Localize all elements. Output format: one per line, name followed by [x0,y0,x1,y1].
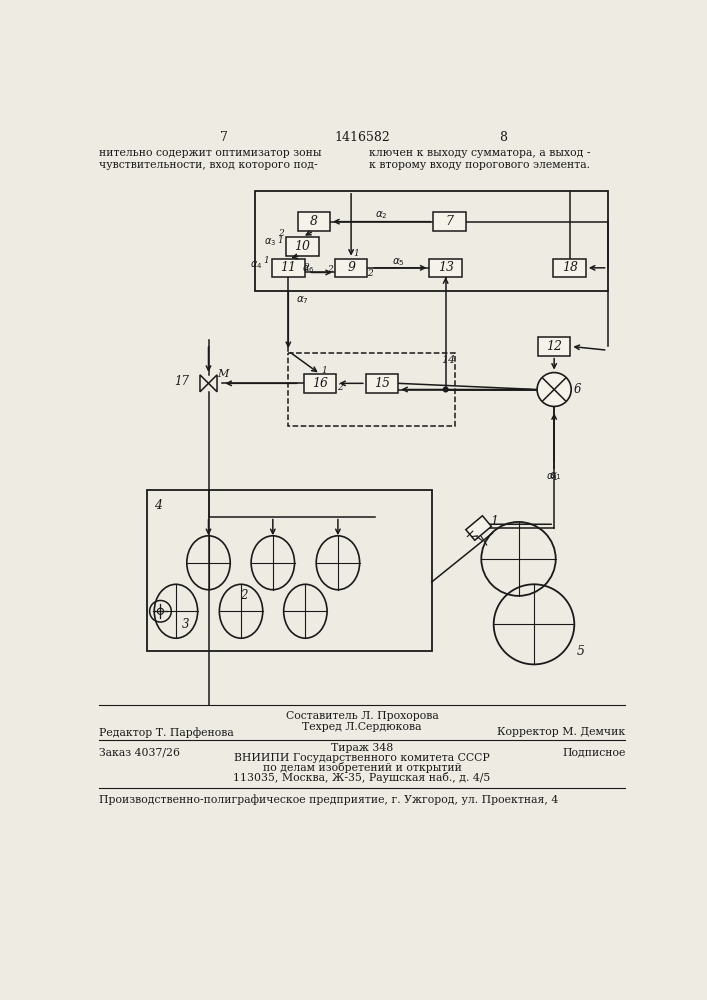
Text: 13: 13 [438,261,454,274]
Bar [298,212,330,231]
Text: 3: 3 [182,618,189,631]
Text: 1: 1 [277,236,283,245]
Text: 2: 2 [303,263,309,272]
Text: 2: 2 [327,265,333,274]
Bar [429,259,462,277]
Text: 11: 11 [280,261,296,274]
Bar [335,259,368,277]
Text: 6: 6 [573,383,581,396]
Text: $\alpha_5$: $\alpha_5$ [392,256,405,268]
Text: $\alpha_2$: $\alpha_2$ [375,209,388,221]
Circle shape [443,387,448,392]
Bar [255,191,607,291]
Text: 18: 18 [561,261,578,274]
Text: 7: 7 [445,215,453,228]
Text: 1: 1 [353,249,358,258]
Text: 10: 10 [294,240,310,253]
Text: $\alpha_6$: $\alpha_6$ [303,263,315,275]
Text: $\alpha_1$: $\alpha_1$ [547,471,559,483]
Bar [554,259,586,277]
Text: 4: 4 [154,499,162,512]
Text: 15: 15 [374,377,390,390]
Text: нительно содержит оптимизатор зоны
чувствительности, вход которого под-: нительно содержит оптимизатор зоны чувст… [99,148,322,170]
Text: 9: 9 [347,261,355,274]
Text: 2: 2 [337,383,342,392]
Text: $\alpha_3$: $\alpha_3$ [264,237,276,248]
Bar [366,374,398,393]
Text: 5: 5 [576,645,585,658]
Text: Составитель Л. Прохорова: Составитель Л. Прохорова [286,711,438,721]
Text: 14: 14 [442,355,456,365]
Bar [146,490,432,651]
Text: по делам изобретений и открытий: по делам изобретений и открытий [262,762,462,773]
Text: ВНИИПИ Государственного комитета СССР: ВНИИПИ Государственного комитета СССР [234,753,490,763]
Text: Подписное: Подписное [562,748,626,758]
Text: 113035, Москва, Ж-35, Раушская наб., д. 4/5: 113035, Москва, Ж-35, Раушская наб., д. … [233,772,491,783]
Text: ключен к выходу сумматора, а выход -
к второму входу порогового элемента.: ключен к выходу сумматора, а выход - к в… [369,148,590,170]
Text: Производственно-полиграфическое предприятие, г. Ужгород, ул. Проектная, 4: Производственно-полиграфическое предприя… [99,795,559,805]
Bar [466,516,491,540]
Text: 7: 7 [220,131,228,144]
Circle shape [537,373,571,406]
Text: 1: 1 [490,515,498,528]
Bar [538,337,571,356]
Text: $\alpha_7$: $\alpha_7$ [296,294,309,306]
Text: 2: 2 [367,269,373,278]
Text: M: M [218,369,229,379]
Text: 1416582: 1416582 [334,131,390,144]
Text: 2: 2 [279,229,284,238]
Text: 8: 8 [499,131,507,144]
Text: 12: 12 [546,340,562,353]
Text: Заказ 4037/26: Заказ 4037/26 [99,748,180,758]
Text: Тираж 348: Тираж 348 [331,743,393,753]
Text: 17: 17 [174,375,189,388]
Text: 8: 8 [310,215,318,228]
Text: $\alpha_4$: $\alpha_4$ [250,259,263,271]
Text: Корректор М. Демчик: Корректор М. Демчик [497,727,626,737]
Bar [433,212,466,231]
Text: Техред Л.Сердюкова: Техред Л.Сердюкова [302,722,421,732]
Text: $\alpha_1$: $\alpha_1$ [549,470,562,482]
Text: 16: 16 [312,377,328,390]
Text: 2: 2 [240,589,247,602]
Bar [304,374,337,393]
Text: Редактор Т. Парфенова: Редактор Т. Парфенова [99,727,234,738]
Bar [288,353,455,426]
Bar [272,259,305,277]
Bar [286,237,319,256]
Text: 1: 1 [321,366,327,375]
Text: 1: 1 [263,256,269,265]
